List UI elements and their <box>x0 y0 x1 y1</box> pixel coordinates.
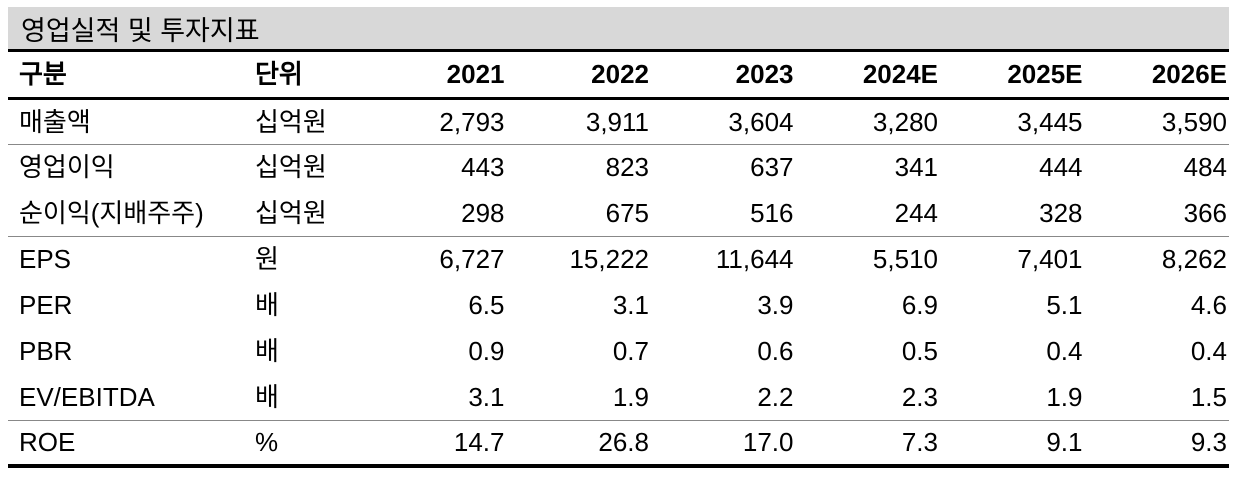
header-row: 구분 단위 2021 2022 2023 2024E 2025E 2026E <box>8 52 1229 98</box>
row-label: 매출액 <box>19 106 91 137</box>
column-header-2023: 2023 <box>735 59 794 90</box>
row-value: 3.1 <box>468 381 505 412</box>
column-header-category: 구분 <box>19 59 67 90</box>
table-row: 순이익(지배주주) 십억원 298 675 516 244 328 366 <box>8 190 1229 236</box>
table-title-bar: 영업실적 및 투자지표 <box>8 7 1229 52</box>
row-value: 5,510 <box>872 244 938 275</box>
row-label: EPS <box>19 244 72 275</box>
table-row: PBR 배 0.9 0.7 0.6 0.5 0.4 0.4 <box>8 328 1229 374</box>
row-value: 0.6 <box>757 336 794 366</box>
column-header-2025e: 2025E <box>1007 59 1083 90</box>
row-label: PBR <box>19 336 73 366</box>
row-unit: 십억원 <box>255 106 327 137</box>
row-value: 3,590 <box>1161 106 1227 137</box>
row-value: 2.3 <box>901 381 938 412</box>
column-header-2026e: 2026E <box>1151 59 1227 90</box>
table-body: 매출액 십억원 2,793 3,911 3,604 3,280 3,445 3,590 영업이익… <box>8 98 1229 466</box>
row-unit: 배 <box>255 336 279 366</box>
row-unit: 원 <box>255 244 279 275</box>
row-value: 0.4 <box>1190 336 1227 366</box>
row-value: 3,280 <box>872 106 938 137</box>
row-value: 516 <box>750 197 794 228</box>
row-value: 637 <box>750 152 794 183</box>
row-value: 8,262 <box>1161 244 1227 275</box>
column-header-2024e: 2024E <box>862 59 938 90</box>
row-value: 823 <box>605 152 649 183</box>
row-value: 9.3 <box>1190 427 1227 458</box>
row-value: 3.1 <box>612 290 649 320</box>
row-label: ROE <box>19 427 76 458</box>
table-row: ROE% 14.7 26.8 17.0 7.3 9.1 9.3 <box>8 420 1229 466</box>
row-value: 341 <box>894 152 938 183</box>
row-value: 3,604 <box>728 106 794 137</box>
row-value: 1.9 <box>1046 381 1083 412</box>
row-value: 1.9 <box>612 381 649 412</box>
row-unit: % <box>255 427 279 458</box>
row-value: 3,911 <box>585 106 649 137</box>
table-row: EV/EBITDA 배 3.1 1.9 2.2 2.3 1.9 1.5 <box>8 374 1229 420</box>
row-value: 14.7 <box>453 427 505 458</box>
table-row: 매출액 십억원 2,793 3,911 3,604 3,280 3,445 3,590 <box>8 98 1229 144</box>
row-value: 0.7 <box>612 336 649 366</box>
row-value: 11,644 <box>715 244 794 275</box>
row-value: 15,222 <box>569 244 649 275</box>
row-value: 5.1 <box>1046 290 1083 320</box>
row-value: 26.8 <box>598 427 649 458</box>
row-value: 17.0 <box>742 427 794 458</box>
row-value: 484 <box>1183 152 1227 183</box>
row-unit: 배 <box>255 381 279 412</box>
row-value: 0.5 <box>901 336 938 366</box>
row-value: 444 <box>1039 152 1083 183</box>
row-label: 영업이익 <box>19 152 115 183</box>
row-value: 2.2 <box>757 381 794 412</box>
row-value: 6.5 <box>468 290 505 320</box>
row-label: PER <box>19 290 73 320</box>
financial-metrics-table: 구분 단위 2021 2022 2023 2024E 2025E 2026E 매… <box>8 52 1229 468</box>
row-value: 6,727 <box>439 244 505 275</box>
row-value: 3,445 <box>1017 106 1083 137</box>
row-value: 0.4 <box>1046 336 1083 366</box>
row-value: 298 <box>461 197 505 228</box>
row-label: EV/EBITDA <box>19 381 155 412</box>
column-header-unit: 단위 <box>255 59 303 90</box>
row-value: 3.9 <box>757 290 794 320</box>
row-value: 7,401 <box>1017 244 1083 275</box>
row-unit: 십억원 <box>255 152 327 183</box>
column-header-2021: 2021 <box>446 59 505 90</box>
table-row: EPS 원 6,727 15,222 11,644 5,510 7,401 8,262 <box>8 236 1229 282</box>
row-value: 244 <box>894 197 938 228</box>
row-label: 순이익(지배주주) <box>19 197 204 228</box>
row-value: 7.3 <box>901 427 938 458</box>
row-value: 0.9 <box>468 336 505 366</box>
table-row: PER 배 6.5 3.1 3.9 6.9 5.1 4.6 <box>8 282 1229 328</box>
row-value: 328 <box>1039 197 1083 228</box>
row-value: 9.1 <box>1046 427 1083 458</box>
row-value: 6.9 <box>901 290 938 320</box>
table-title: 영업실적 및 투자지표 <box>21 15 260 46</box>
row-value: 366 <box>1183 197 1227 228</box>
row-value: 4.6 <box>1190 290 1227 320</box>
row-value: 2,793 <box>439 106 505 137</box>
row-unit: 배 <box>255 290 279 320</box>
row-value: 443 <box>461 152 505 183</box>
table-row: 영업이익 십억원 443 823 637 341 444 484 <box>8 144 1229 190</box>
row-value: 1.5 <box>1190 381 1227 412</box>
row-value: 675 <box>605 197 649 228</box>
column-header-2022: 2022 <box>591 59 649 90</box>
row-unit: 십억원 <box>255 197 327 228</box>
